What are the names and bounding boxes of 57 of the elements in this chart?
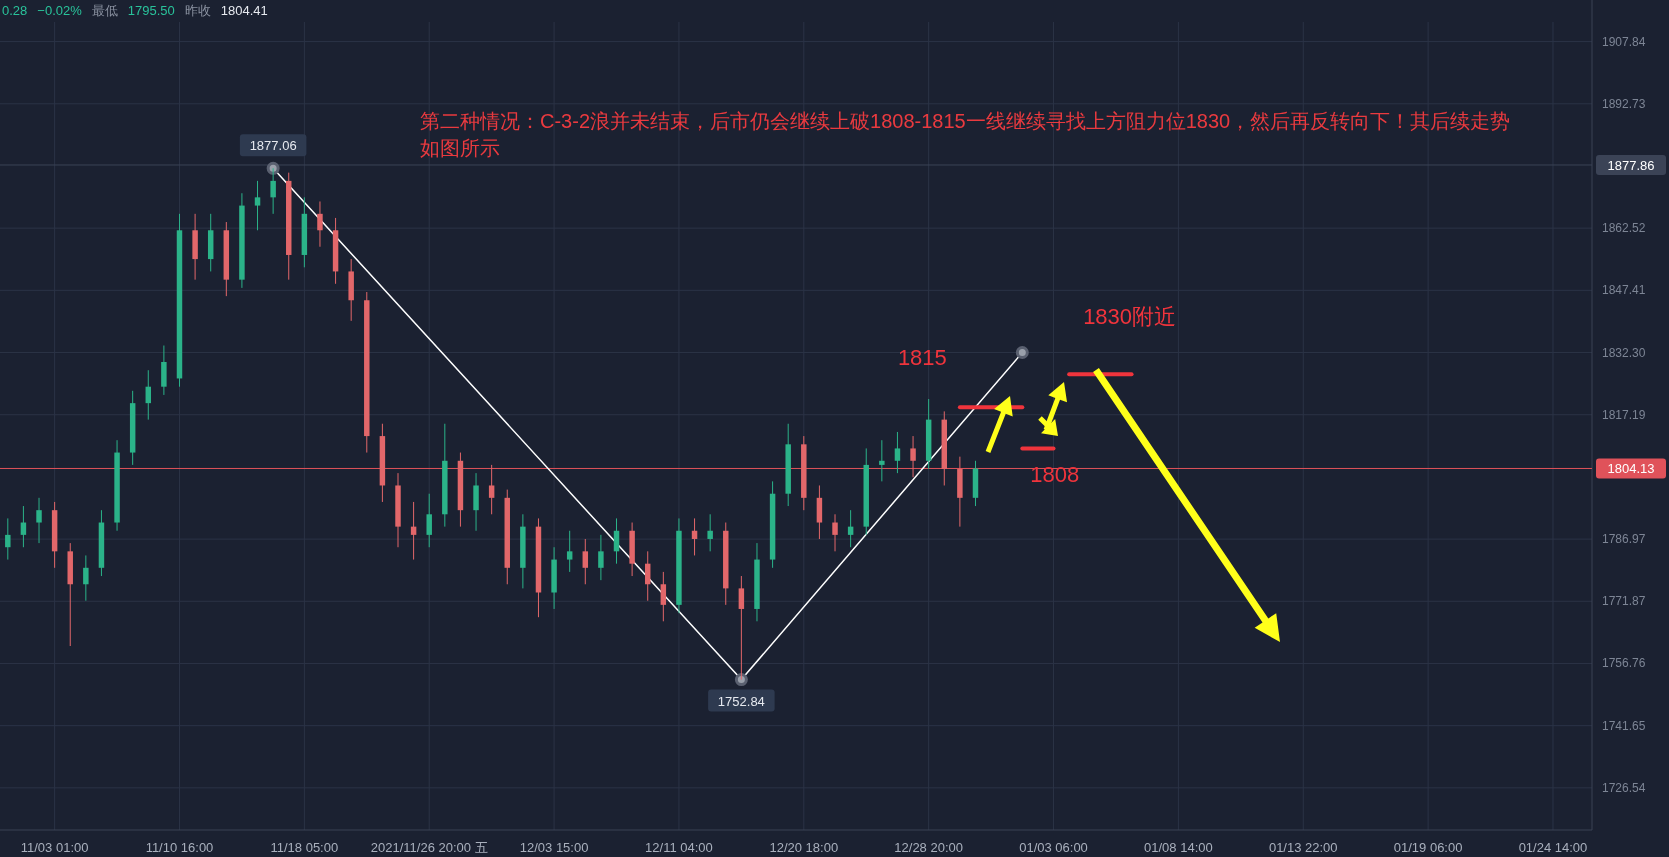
candlestick <box>5 517 11 561</box>
y-tick-label: 1847.41 <box>1602 283 1646 298</box>
x-tick-label: 01/08 14:00 <box>1144 840 1213 855</box>
x-tick-label: 01/13 22:00 <box>1268 840 1338 855</box>
x-tick-label: 2021/11/26 20:00 五 <box>370 840 488 855</box>
candlestick <box>894 431 901 474</box>
y-tick-label: 1771.87 <box>1602 594 1646 609</box>
candlestick <box>254 180 261 231</box>
x-tick-label: 01/24 14:00 <box>1518 840 1588 855</box>
candlestick <box>83 554 89 602</box>
candlestick <box>566 530 573 573</box>
y-tick-label: 1786.97 <box>1602 532 1646 547</box>
candlestick <box>488 464 495 515</box>
text: 1830附近 <box>1083 304 1177 330</box>
x-tick-label: 01/03 06:00 <box>1019 840 1088 855</box>
text: 0.28 <box>2 3 28 18</box>
x-tick-label: 12/20 18:00 <box>769 840 839 855</box>
candlestick <box>910 435 916 478</box>
candlestick <box>660 571 667 622</box>
y-tick-label: 1726.54 <box>1602 780 1646 795</box>
y-tick-label: 1817.19 <box>1602 407 1646 422</box>
x-tick-label: 01/19 06:00 <box>1393 840 1463 855</box>
data-label: 1752.84 <box>717 693 765 709</box>
candlestick <box>738 575 745 681</box>
annotation: 第二种情况：C-3-2浪并未结束，后市仍会继续上破1808-1815一线继续寻找上方阻力位1830，然后再反转向下！其后续走势如图所示 <box>420 109 1512 161</box>
x-tick-label: 11/03 01:00 <box>20 840 89 855</box>
x-tick-label: 12/28 20:00 <box>894 840 964 855</box>
candlestick <box>832 513 838 552</box>
ref-line-label: 1877.86 <box>1607 158 1655 173</box>
text: 最低 <box>91 3 118 18</box>
y-tick-label: 1892.73 <box>1602 96 1646 111</box>
y-tick-label: 1862.52 <box>1602 221 1646 236</box>
candlestick <box>426 493 432 548</box>
candlestick <box>582 538 589 585</box>
text: −0.02% <box>37 3 83 18</box>
series-label: 1815 <box>897 345 947 371</box>
candlestick <box>20 505 27 548</box>
x-tick-label: 11/10 16:00 <box>145 840 214 855</box>
candlestick <box>317 200 323 248</box>
ref-line-label: 1804.13 <box>1607 461 1655 477</box>
data-label: 1877.06 <box>249 138 297 154</box>
y-tick-label: 1741.65 <box>1602 718 1646 733</box>
candlestick <box>270 167 276 215</box>
y-tick-label: 1756.76 <box>1602 656 1646 671</box>
y-tick-label: 1907.84 <box>1602 34 1646 49</box>
text: 1804.41 <box>220 3 268 18</box>
candlestick <box>36 497 42 544</box>
candlestick <box>707 513 713 552</box>
candlestick <box>879 439 885 482</box>
x-tick-label: 11/18 05:00 <box>270 840 339 855</box>
series-label: 1808 <box>1030 462 1080 488</box>
y-tick-label: 1832.30 <box>1602 345 1646 360</box>
x-tick-label: 12/03 15:00 <box>519 840 589 855</box>
candlestick <box>598 534 604 581</box>
text: 1795.50 <box>127 3 175 18</box>
text: 昨收 <box>184 3 211 18</box>
x-tick-label: 12/11 04:00 <box>645 840 713 855</box>
